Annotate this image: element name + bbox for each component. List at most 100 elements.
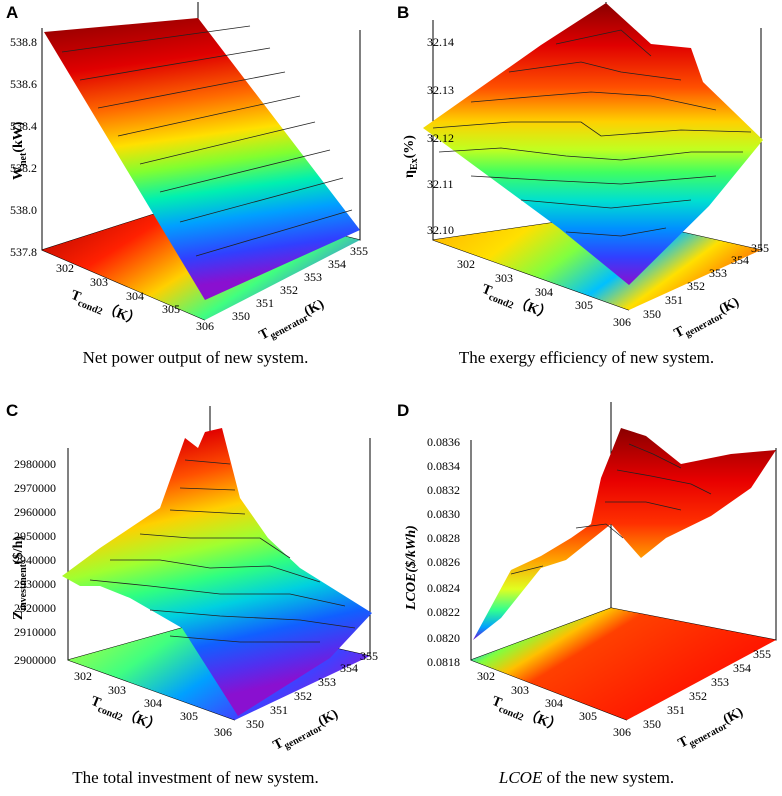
panel-d-letter: D [397,401,409,420]
panel-d-zticks: 0.0836 0.0834 0.0832 0.0830 0.0828 0.082… [427,435,460,669]
panel-d-ztick: 0.0836 [427,435,460,449]
panel-b-caption: The exergy efficiency of new system. [458,348,715,367]
panel-a-ytick: 353 [304,270,322,284]
panel-c-caption: The total investment of new system. [72,768,319,787]
panel-b-xtick: 304 [535,285,553,299]
panel-d-xtick: 305 [579,709,597,723]
panel-a-ztick: 538.8 [10,35,37,49]
panel-b-ytick: 353 [709,266,727,280]
panel-c-surface [62,428,372,716]
panel-c-ztick: 2920000 [14,601,56,615]
panel-d-ztick: 0.0820 [427,631,460,645]
panel-b-ytick: 351 [665,293,683,307]
panel-a-contour [179,177,344,223]
panel-a-ytick: 351 [256,296,274,310]
panel-a-contour [79,47,271,81]
panel-a-zlabel: Wnet(kW) [11,121,29,180]
panel-d-contour [605,501,682,511]
panel-c-ztick: 2970000 [14,481,56,495]
panel-b-ztick: 32.12 [427,131,454,145]
panel-a-ztick: 538.2 [10,161,37,175]
panel-a-xtick: 302 [56,261,74,275]
panel-a-contour [159,149,331,193]
panel-d-ytick: 350 [643,717,661,731]
panel-d-contour [628,443,682,469]
panel-d-ztick: 0.0818 [427,655,460,669]
panel-c-xtick: 305 [180,709,198,723]
panel-d-ytick: 353 [711,675,729,689]
panel-d-ztick: 0.0828 [427,531,460,545]
panel-d-ytick: 351 [667,703,685,717]
panel-a-letter: A [6,3,18,22]
panel-a-caption: Net power output of new system. [82,348,309,367]
panel-b-xtick: 306 [613,315,631,329]
panel-c-ytick: 350 [246,717,264,731]
panel-d-ztick: 0.0830 [427,507,460,521]
panel-b-contour [438,147,743,161]
panel-d-chart: D 0.0836 0.0834 0.0832 0.0830 0.0828 0.0… [397,401,777,752]
panel-c-ztick: 2950000 [14,529,56,543]
panel-a-xticks: 302 303 304 305 306 [56,261,214,333]
panel-a-xtick: 304 [126,289,144,303]
panel-c-ytick: 353 [318,675,336,689]
panel-a-zticks: 538.8 538.6 538.4 538.2 538.0 537.8 [10,35,37,259]
panel-b-contour [470,175,717,185]
panel-b-floor-projection [433,215,761,310]
panel-b-ytick: 350 [643,307,661,321]
panel-d-contour [616,469,712,495]
panel-b-xtick: 303 [495,271,513,285]
panel-d-contour [575,523,624,539]
panel-d-zlabel: LCOE($/kWh) [404,525,419,611]
panel-d-contours [510,443,712,575]
panel-b-ytick: 352 [687,279,705,293]
panel-b-xtick: 305 [575,298,593,312]
panel-c-xticks: 302 303 304 305 306 [74,669,232,739]
panel-d-ztick: 0.0832 [427,483,460,497]
panel-c-zlabel: Zinvestment($/h) [11,536,29,620]
panel-c-ytick: 355 [360,649,378,663]
panel-b-ytick: 355 [751,241,769,255]
panel-c-ytick: 351 [270,703,288,717]
panel-a-ytick: 352 [280,283,298,297]
panel-b-ztick: 32.11 [427,177,454,191]
panel-d-ytick: 355 [753,647,771,661]
panel-a-ytick: 355 [350,244,368,258]
panel-d-xtick: 303 [511,683,529,697]
panel-d-ztick: 0.0826 [427,555,460,569]
panel-a-contour [117,95,301,137]
panel-c-ztick: 2960000 [14,505,56,519]
panel-c-ytick: 354 [340,661,358,675]
panel-c-ztick: 2900000 [14,653,56,667]
panel-c-contour [169,635,320,643]
panel-c-contour [89,579,346,607]
panel-b-ztick: 32.10 [427,223,454,237]
panel-a-ztick: 537.8 [10,245,37,259]
panel-a-xtick: 305 [162,302,180,316]
panel-c-xtick: 304 [144,696,162,710]
panel-a-contour [139,121,316,165]
panel-c-contours [89,459,356,643]
panel-c-contour [149,609,356,629]
panel-c-ztick: 2910000 [14,625,56,639]
panel-c-ztick: 2980000 [14,457,56,471]
panel-c-contour [184,459,231,465]
panel-a-xtick: 306 [196,319,214,333]
panel-b-contours [432,29,752,237]
panel-c-contour [110,559,321,583]
panel-d-xtick: 302 [477,669,495,683]
panel-c-ztick: 2940000 [14,553,56,567]
panel-a-contour [195,209,353,257]
panel-a-contours [61,25,353,257]
panel-c-xtick: 306 [214,725,232,739]
panel-d-floor-projection [471,608,776,720]
panel-d-ztick: 0.0824 [427,581,460,595]
panel-d-ytick: 354 [733,661,751,675]
panel-c-contour [169,509,246,515]
panel-c-xtick: 303 [108,683,126,697]
panel-a-contour [61,25,251,53]
panel-d-ztick: 0.0834 [427,459,460,473]
panel-c-ytick: 352 [294,689,312,703]
panel-b-ztick: 32.13 [427,83,454,97]
panel-d-ztick: 0.0822 [427,605,460,619]
panel-a: A 538.8 538.6 538.4 538.2 538.0 537.8 W [0,0,391,398]
